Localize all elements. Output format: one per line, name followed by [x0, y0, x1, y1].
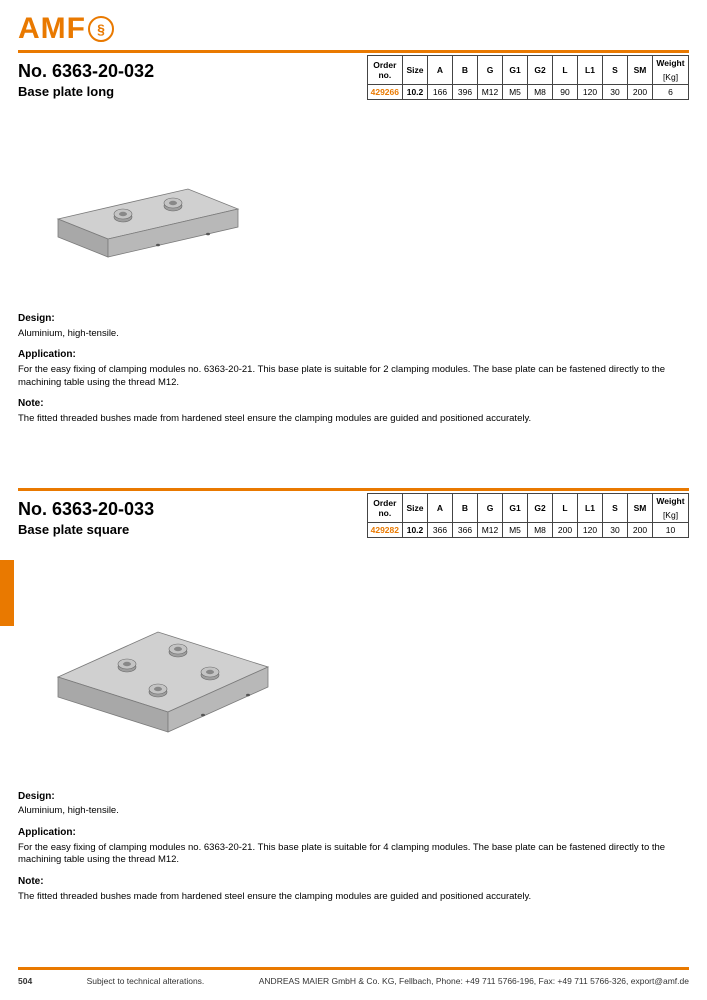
product-title: Base plate square — [18, 522, 298, 537]
cell: 200 — [628, 522, 653, 537]
table-row: 429282 10.2 366 366 M12 M5 M8 200 120 30… — [367, 522, 688, 537]
col-g1: G1 — [503, 56, 528, 85]
product-number: No. 6363-20-032 — [18, 61, 298, 82]
col-b: B — [453, 56, 478, 85]
col-weight: Weight[Kg] — [653, 493, 689, 522]
cell: 10.2 — [403, 522, 428, 537]
application-heading: Application: — [18, 348, 689, 362]
col-l1: L1 — [578, 56, 603, 85]
product-block: No. 6363-20-032 Base plate long — [18, 55, 689, 426]
logo-circle-icon: § — [88, 16, 114, 42]
cell: M8 — [528, 522, 553, 537]
col-g: G — [478, 56, 503, 85]
cell: 200 — [553, 522, 578, 537]
cell: 366 — [428, 522, 453, 537]
col-s: S — [603, 56, 628, 85]
col-size: Size — [403, 493, 428, 522]
mid-rule — [18, 488, 689, 491]
table-header-row: Orderno. Size A B G G1 G2 L L1 S SM Weig… — [367, 56, 688, 85]
side-tab — [0, 560, 14, 626]
product-block: No. 6363-20-033 Base plate square — [18, 493, 689, 904]
product-info: Design: Aluminium, high-tensile. Applica… — [18, 312, 689, 426]
col-sm: SM — [628, 56, 653, 85]
cell: 30 — [603, 522, 628, 537]
col-sm: SM — [628, 493, 653, 522]
col-l: L — [553, 493, 578, 522]
cell: 166 — [428, 85, 453, 100]
cell: 366 — [453, 522, 478, 537]
logo: AMF § — [18, 12, 689, 46]
cell: 120 — [578, 522, 603, 537]
footer-company: ANDREAS MAIER GmbH & Co. KG, Fellbach, P… — [259, 976, 689, 986]
col-order: Orderno. — [367, 56, 402, 85]
col-order: Orderno. — [367, 493, 402, 522]
cell: M5 — [503, 522, 528, 537]
cell: 10.2 — [403, 85, 428, 100]
note-heading: Note: — [18, 397, 689, 411]
table-header-row: Orderno. Size A B G G1 G2 L L1 S SM Weig… — [367, 493, 688, 522]
note-text: The fitted threaded bushes made from har… — [18, 413, 689, 426]
spec-table: Orderno. Size A B G G1 G2 L L1 S SM Weig… — [367, 493, 689, 538]
cell: 30 — [603, 85, 628, 100]
spec-table: Orderno. Size A B G G1 G2 L L1 S SM Weig… — [367, 55, 689, 100]
cell: 10 — [653, 522, 689, 537]
note-text: The fitted threaded bushes made from har… — [18, 891, 689, 904]
product-info: Design: Aluminium, high-tensile. Applica… — [18, 790, 689, 904]
cell: M5 — [503, 85, 528, 100]
col-weight: Weight[Kg] — [653, 56, 689, 85]
cell: M12 — [478, 522, 503, 537]
col-l1: L1 — [578, 493, 603, 522]
page-number: 504 — [18, 976, 32, 986]
application-heading: Application: — [18, 826, 689, 840]
col-a: A — [428, 56, 453, 85]
product-image-square-plate — [28, 597, 298, 772]
design-heading: Design: — [18, 790, 689, 804]
product-image-long-plate — [28, 169, 298, 294]
cell: 120 — [578, 85, 603, 100]
footer-rule — [18, 967, 689, 970]
col-a: A — [428, 493, 453, 522]
cell: M12 — [478, 85, 503, 100]
col-g2: G2 — [528, 56, 553, 85]
cell: 90 — [553, 85, 578, 100]
design-heading: Design: — [18, 312, 689, 326]
col-g1: G1 — [503, 493, 528, 522]
col-b: B — [453, 493, 478, 522]
col-g: G — [478, 493, 503, 522]
col-l: L — [553, 56, 578, 85]
logo-inner: § — [97, 21, 105, 37]
col-s: S — [603, 493, 628, 522]
note-heading: Note: — [18, 875, 689, 889]
table-row: 429266 10.2 166 396 M12 M5 M8 90 120 30 … — [367, 85, 688, 100]
application-text: For the easy fixing of clamping modules … — [18, 842, 689, 868]
order-link[interactable]: 429282 — [371, 525, 399, 535]
cell: M8 — [528, 85, 553, 100]
footer: 504 Subject to technical alterations. AN… — [18, 976, 689, 986]
order-link[interactable]: 429266 — [371, 87, 399, 97]
cell: 396 — [453, 85, 478, 100]
col-size: Size — [403, 56, 428, 85]
top-rule — [18, 50, 689, 53]
cell: 200 — [628, 85, 653, 100]
logo-text: AMF — [18, 12, 86, 46]
design-text: Aluminium, high-tensile. — [18, 328, 689, 341]
product-title: Base plate long — [18, 84, 298, 99]
application-text: For the easy fixing of clamping modules … — [18, 364, 689, 390]
design-text: Aluminium, high-tensile. — [18, 805, 689, 818]
cell: 6 — [653, 85, 689, 100]
product-number: No. 6363-20-033 — [18, 499, 298, 520]
footer-note: Subject to technical alterations. — [87, 976, 205, 986]
col-g2: G2 — [528, 493, 553, 522]
